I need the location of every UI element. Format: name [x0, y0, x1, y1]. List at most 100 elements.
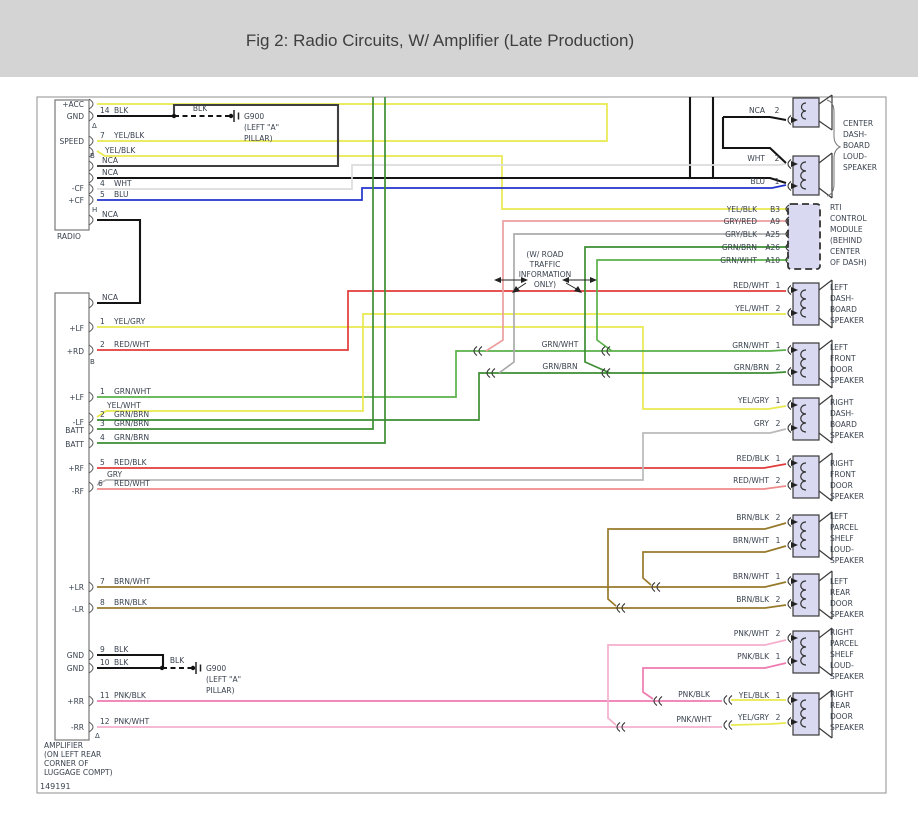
rti-pin-id: B3: [770, 205, 780, 214]
radio-label: RADIO: [57, 232, 81, 241]
wire-gnd9-blk: [97, 653, 165, 668]
rti-module-box: [787, 203, 821, 270]
wire-yelgry: [97, 326, 787, 410]
component-label: SHELF: [830, 534, 854, 543]
component-label: BOARD: [830, 305, 857, 314]
amp-wire-color: GRN/BRN: [114, 410, 149, 419]
spk-wire-color: BRN/BLK: [736, 513, 770, 522]
spk-pin-num: 1: [776, 691, 781, 700]
speaker-coil-icon: [800, 349, 807, 378]
component-label: DOOR: [830, 481, 853, 490]
spk-pin-num: 1: [776, 454, 781, 463]
spk-wire-color: BRN/WHT: [733, 536, 770, 545]
header-band: [0, 0, 918, 77]
component-label: LEFT: [830, 283, 848, 292]
component-label: CONTROL: [830, 214, 867, 223]
rti-wire-color: GRY/RED: [724, 217, 758, 226]
ground-name: G900: [206, 664, 226, 673]
center-dashboard-loudspeaker: NCA 2 WHT 2 BLU 1 CENTER DASH- BOARD LOU…: [747, 94, 877, 199]
speaker-right-dashboard: YEL/GRY 1 GRY 2 RIGHT DASH- BOARD SPEAKE…: [737, 394, 864, 444]
spk-pin-num: 1: [776, 652, 781, 661]
wire-redblk: [97, 463, 787, 469]
wire-label-pnkwht: PNK/WHT: [676, 715, 712, 724]
component-label: DASH-: [830, 409, 854, 418]
amp-pin-side: +RF: [68, 464, 84, 473]
wire-center-spk-jumper: [721, 117, 787, 164]
junction-dot: [171, 113, 177, 119]
spk-pin-num: 1: [776, 396, 781, 405]
component-label: SPEAKER: [830, 431, 864, 440]
note-arrow-diag-left-head: [512, 286, 520, 293]
radio-wire-color: YEL/BLK: [113, 131, 145, 140]
amp-pin-num: 6: [98, 479, 103, 488]
speaker-pin-hooks: [787, 345, 792, 377]
amp-pin-num: 3: [100, 419, 105, 428]
spk-pin-num: 1: [776, 281, 781, 290]
spk-wire-color: GRY: [754, 419, 770, 428]
wires: [96, 97, 788, 728]
wire-grnwht: [97, 349, 787, 398]
spk-pin-num: 2: [775, 154, 780, 163]
spk-wire-color: GRN/BRN: [734, 363, 769, 372]
component-label: BOARD: [843, 141, 870, 150]
amp-wire-color: YEL/WHT: [106, 401, 141, 410]
speaker-left-rear-door: BRN/WHT 1 BRN/BLK 2 LEFT REAR DOOR SPEAK…: [733, 570, 864, 620]
spk-wire-color: PNK/BLK: [737, 652, 770, 661]
speaker-pin-hooks: [787, 115, 792, 191]
speaker-right-rear-door: YEL/BLK 1 YEL/GRY 2 RIGHT REAR DOOR SPEA…: [737, 689, 864, 739]
wire-rti-grnbrn-tap: [584, 246, 788, 374]
speaker-coil-icon: [800, 462, 807, 491]
mid-wire-labels: GRN/WHT GRN/BRN PNK/BLK PNK/WHT: [542, 340, 712, 724]
amp-pin-side: -LR: [72, 605, 84, 614]
speaker-right-front-door: RED/BLK 1 RED/WHT 2 RIGHT FRONT DOOR SPE…: [733, 452, 864, 502]
speaker-coil-icon: [800, 580, 807, 609]
radio-pin-side: SPEED: [59, 137, 84, 146]
radio-pin-num: 14: [100, 106, 110, 115]
radio-pin-num: 4: [100, 179, 105, 188]
component-label: SPEAKER: [830, 492, 864, 501]
radio-wire-color: BLK: [114, 106, 129, 115]
amp-pin-num: 4: [100, 433, 105, 442]
speaker-coil-icon: [800, 637, 807, 666]
speaker-pin-hooks: [787, 458, 792, 490]
component-label: SHELF: [830, 650, 854, 659]
speaker-horn: [818, 570, 833, 620]
speaker-horn: [818, 452, 833, 502]
rti-control-module: YEL/BLK B3 GRY/RED A9 GRY/BLK A25 GRN/BR…: [720, 203, 867, 270]
ground-icon: [233, 110, 240, 122]
amp-pin-side: +LR: [68, 583, 84, 592]
speaker-pin-arrows: [791, 347, 798, 375]
speaker-icon: [792, 692, 820, 736]
speaker-icon: [792, 97, 820, 128]
component-label: LOUD-: [830, 661, 854, 670]
amp-wire-color: RED/WHT: [114, 479, 150, 488]
spk-wire-color: GRN/WHT: [732, 341, 769, 350]
amp-pin-num: 9: [100, 645, 105, 654]
component-label: SPEAKER: [830, 610, 864, 619]
amp-pin-num: 7: [100, 577, 105, 586]
amplifier-connector: AMPLIFIER (ON LEFT REAR CORNER OF LUGGAG…: [44, 292, 151, 777]
speaker-pin-arrows: [791, 578, 798, 607]
spk-wire-color: RED/BLK: [737, 454, 771, 463]
spk-pin-num: 2: [776, 713, 781, 722]
spk-wire-color: RED/WHT: [733, 476, 769, 485]
note-line: TRAFFIC: [529, 260, 561, 269]
spk-wire-color: YEL/GRY: [737, 396, 770, 405]
spk-pin-num: 2: [776, 363, 781, 372]
wire-brnwht: [97, 581, 787, 588]
wire-blu: [97, 184, 787, 201]
speaker-left-dashboard: RED/WHT 1 YEL/WHT 2 LEFT DASH- BOARD SPE…: [733, 279, 864, 329]
doc-number: 149191: [40, 782, 71, 791]
amp-wire-color: GRN/BRN: [114, 433, 149, 442]
junction-dot: [228, 113, 234, 119]
amp-wire-color: GRY: [107, 470, 123, 479]
speaker-icon: [792, 342, 820, 386]
speaker-horn: [818, 511, 833, 561]
component-label: RTI: [830, 203, 841, 212]
rti-pin-id: A26: [765, 243, 780, 252]
radio-pin-arcs: [88, 98, 94, 226]
amp-pin-num: 1: [100, 317, 105, 326]
amp-wire-color: NCA: [102, 293, 119, 302]
wire-brnblk-branch: [607, 522, 787, 607]
speaker-coil-icon: [800, 521, 807, 550]
